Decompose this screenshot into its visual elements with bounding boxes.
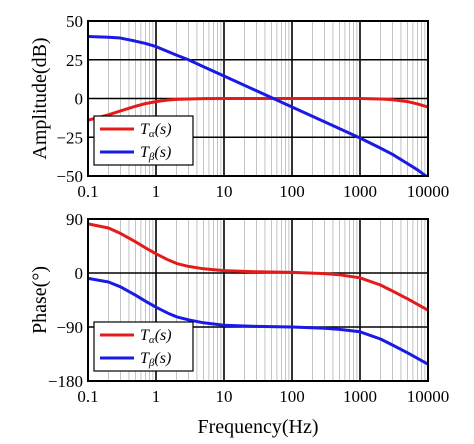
y-tick-label: −90 bbox=[56, 318, 83, 337]
chart-panel-1: 0.1 1 10 100 1000 10000 50 25 0 −25 −50 Amplitude(d… bbox=[29, 12, 449, 201]
y-tick-label: −25 bbox=[56, 128, 83, 147]
axes-frame bbox=[87, 218, 429, 382]
y-tick-label: 25 bbox=[66, 51, 83, 70]
y-tick-label: 90 bbox=[66, 210, 83, 229]
y-tick-label: 0 bbox=[75, 264, 84, 283]
x-axis-title: Frequency(Hz) bbox=[197, 416, 318, 438]
legend-label-2: Tβ(s) bbox=[140, 144, 171, 163]
legend-label-main: T bbox=[140, 121, 150, 138]
legend-box bbox=[93, 321, 194, 372]
chart-panel-2: 0.1 1 10 100 1000 10000 90 0 −90 −180 Phase(°) Freq… bbox=[29, 210, 449, 438]
y-tick-label: −180 bbox=[48, 372, 83, 391]
x-tick-label: 1000 bbox=[343, 387, 377, 406]
legend-label-1: Tα(s) bbox=[140, 121, 172, 140]
x-tick-label: 1 bbox=[152, 387, 161, 406]
x-tick-label: 10000 bbox=[407, 387, 450, 406]
axes-frame bbox=[87, 20, 429, 177]
legend: Tα(s)Tβ(s) bbox=[93, 115, 194, 166]
legend-label-main: T bbox=[140, 144, 150, 161]
legend-box bbox=[93, 115, 194, 166]
legend: Tα(s)Tβ(s) bbox=[93, 321, 194, 372]
x-tick-label: 10000 bbox=[407, 182, 450, 201]
series-line-2 bbox=[88, 276, 428, 366]
x-tick-label: 10 bbox=[216, 182, 233, 201]
series-line-2 bbox=[88, 35, 428, 176]
legend-label-tail: (s) bbox=[154, 350, 171, 367]
legend-label-subscript: β bbox=[148, 357, 155, 369]
x-tick-label: 0.1 bbox=[77, 387, 98, 406]
y-tick-label: 50 bbox=[66, 12, 83, 31]
legend-label-subscript: β bbox=[148, 151, 155, 163]
x-tick-label: 10 bbox=[216, 387, 233, 406]
x-tick-label: 100 bbox=[279, 387, 305, 406]
legend-label-1: Tα(s) bbox=[140, 327, 172, 346]
y-axis-title: Amplitude(dB) bbox=[29, 37, 51, 159]
y-tick-label: 0 bbox=[75, 90, 84, 109]
x-tick-label: 1000 bbox=[343, 182, 377, 201]
legend-label-tail: (s) bbox=[155, 327, 172, 344]
legend-label-2: Tβ(s) bbox=[140, 350, 171, 369]
legend-label-main: T bbox=[140, 327, 150, 344]
x-tick-label: 1 bbox=[152, 182, 161, 201]
legend-label-tail: (s) bbox=[155, 121, 172, 138]
x-tick-label: 0.1 bbox=[77, 182, 98, 201]
series-line-1 bbox=[88, 97, 428, 122]
y-axis-title: Phase(°) bbox=[29, 266, 51, 334]
legend-label-tail: (s) bbox=[154, 144, 171, 161]
y-tick-label: −50 bbox=[56, 167, 83, 186]
series-line-1 bbox=[88, 222, 428, 312]
legend-label-subscript: α bbox=[149, 128, 155, 140]
legend-label-subscript: α bbox=[149, 334, 155, 346]
x-tick-label: 100 bbox=[279, 182, 305, 201]
legend-label-main: T bbox=[140, 350, 150, 367]
